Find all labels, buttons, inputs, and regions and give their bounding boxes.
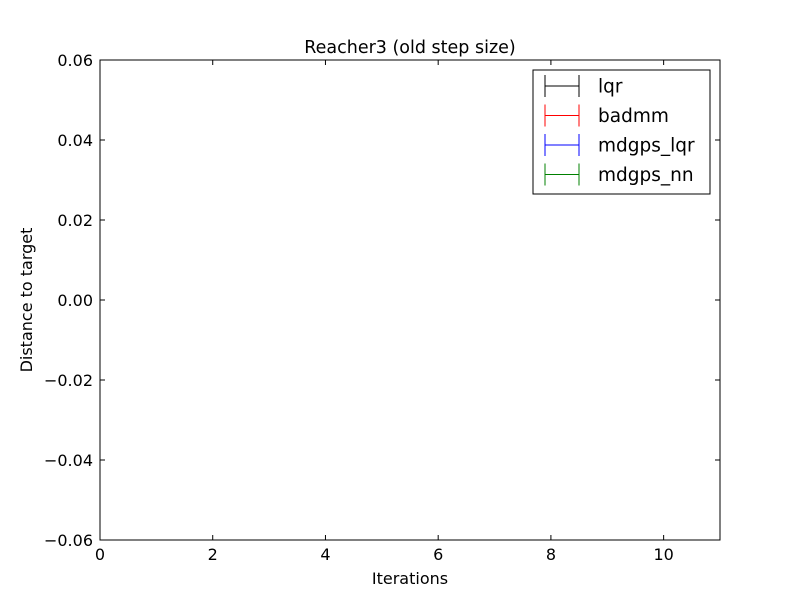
x-tick-label: 6 xyxy=(433,545,443,564)
legend-box xyxy=(532,69,711,195)
legend-label-badmm: badmm xyxy=(598,106,669,127)
y-tick-label: 0.02 xyxy=(57,211,93,230)
legend-label-mdgps_lqr: mdgps_lqr xyxy=(598,136,695,157)
axis-ticks: 0 2 4 6 8 10 0.06 0.04 0.02 0.00 −0.02 −0.04 −0.06 xyxy=(44,51,720,564)
legend-label-mdgps_nn: mdgps_nn xyxy=(598,165,694,186)
y-tick-label: −0.04 xyxy=(44,451,93,470)
y-tick-label: −0.02 xyxy=(44,371,93,390)
x-tick-label: 2 xyxy=(208,545,218,564)
y-axis-label: Distance to target xyxy=(17,228,36,373)
x-tick-label: 0 xyxy=(95,545,105,564)
x-tick-label: 10 xyxy=(653,545,673,564)
y-tick-label: 0.06 xyxy=(57,51,93,70)
x-axis-label: Iterations xyxy=(372,569,448,588)
chart-title: Reacher3 (old step size) xyxy=(304,38,515,58)
y-tick-label: 0.04 xyxy=(57,131,93,150)
legend: lqr badmm mdgps_lqr mdgps_nn xyxy=(532,69,711,195)
legend-label-lqr: lqr xyxy=(598,77,623,98)
x-tick-label: 8 xyxy=(546,545,556,564)
legend-entry-badmm: badmm xyxy=(544,104,669,127)
x-tick-label: 4 xyxy=(320,545,330,564)
y-tick-label: −0.06 xyxy=(44,531,93,550)
legend-entry-lqr: lqr xyxy=(544,75,623,98)
y-tick-label: 0.00 xyxy=(57,291,93,310)
legend-entry-mdgps_nn: mdgps_nn xyxy=(544,163,694,186)
legend-entry-mdgps_lqr: mdgps_lqr xyxy=(544,134,695,157)
